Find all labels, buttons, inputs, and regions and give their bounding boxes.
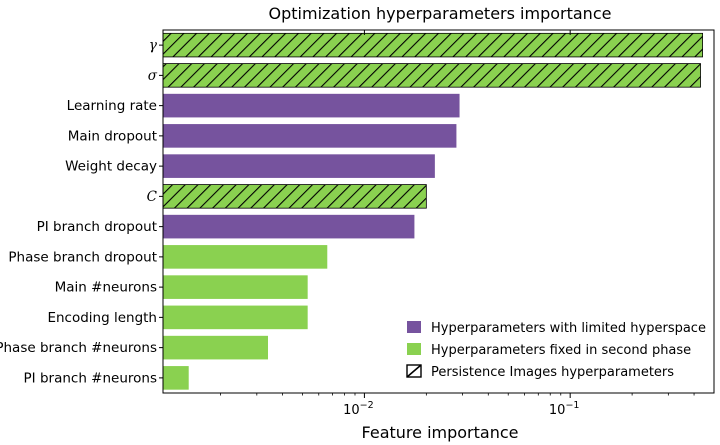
chart-title: Optimization hyperparameters importance (269, 4, 612, 23)
plot-frame (162, 29, 715, 394)
x-tick-label: 10−1 (549, 400, 580, 418)
bar-4 (163, 154, 435, 178)
bar-9 (163, 305, 308, 330)
y-tick-label: Phase branch #neurons (0, 340, 157, 356)
legend-label-limited: Hyperparameters with limited hyperspace (431, 321, 706, 336)
bar-7 (163, 245, 328, 269)
y-tick-label: PI branch #neurons (24, 370, 157, 386)
y-tick-label: γ (149, 38, 158, 54)
bar-1 (162, 63, 701, 88)
y-tick-label: Main dropout (68, 128, 157, 144)
x-tick-label: 10−2 (343, 400, 374, 418)
y-tick-label: Encoding length (47, 310, 157, 326)
legend-label-pi: Persistence Images hyperparameters (431, 365, 674, 380)
y-tick-label: σ (148, 68, 158, 84)
legend-hatch-mark (406, 364, 422, 378)
y-tick-label: PI branch dropout (37, 219, 157, 235)
bar-10 (163, 335, 269, 360)
x-axis-label: Feature importance (362, 423, 519, 442)
y-tick-label: C (147, 189, 158, 205)
bar-2 (163, 93, 460, 118)
legend-swatch-limited (407, 321, 421, 333)
bar-11 (163, 366, 189, 390)
bar-5 (162, 184, 427, 209)
bar-6 (163, 214, 415, 239)
bar-8 (163, 275, 308, 299)
legend-label-fixed: Hyperparameters fixed in second phase (431, 343, 691, 358)
legend-swatch-fixed (407, 343, 421, 355)
y-tick-label: Main #neurons (55, 280, 157, 296)
legend: Hyperparameters with limited hyperspace H… (406, 321, 706, 380)
y-tick-label: Weight decay (65, 159, 157, 175)
bar-0 (162, 32, 703, 58)
y-tick-label: Learning rate (67, 98, 157, 114)
bar-3 (163, 124, 457, 148)
y-tick-label: Phase branch dropout (8, 249, 157, 265)
